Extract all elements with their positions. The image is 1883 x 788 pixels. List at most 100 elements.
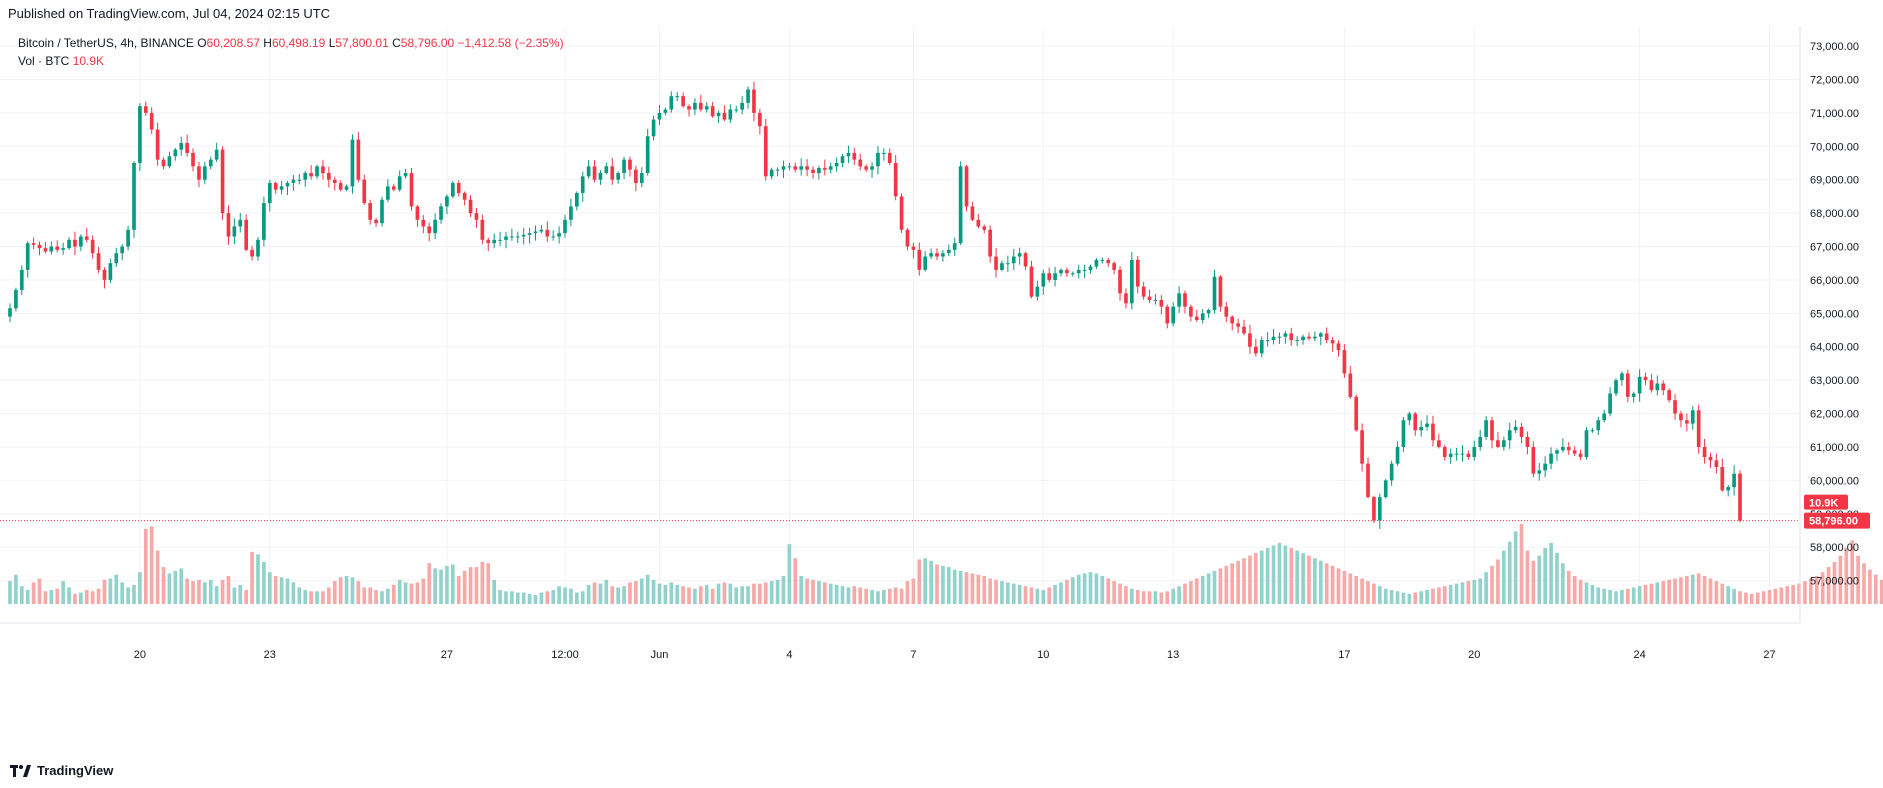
candle-body xyxy=(917,249,922,270)
volume-bar xyxy=(1254,553,1258,604)
legend-symbol[interactable]: Bitcoin / TetherUS, 4h, BINANCE xyxy=(18,36,194,50)
volume-bar xyxy=(25,590,30,604)
volume-bar xyxy=(138,572,142,604)
candle-body xyxy=(1407,413,1412,421)
volume-bar xyxy=(380,591,384,604)
candle xyxy=(315,164,319,179)
volume-bar xyxy=(539,592,544,604)
candle xyxy=(415,205,420,227)
volume-bar xyxy=(1342,570,1347,604)
candle xyxy=(1236,318,1240,334)
candle xyxy=(492,233,496,249)
candle xyxy=(1100,257,1105,264)
volume-bar xyxy=(356,581,361,604)
candle-body xyxy=(1236,323,1240,327)
candle-body xyxy=(1673,400,1677,414)
candle-body xyxy=(55,246,60,250)
last-volume-label: 10.9K xyxy=(1809,498,1838,510)
candle-body xyxy=(870,166,874,170)
y-tick-label: 62,000.00 xyxy=(1810,409,1859,421)
legend-volume-row: Vol · BTC 10.9K xyxy=(18,52,564,70)
candle xyxy=(563,214,567,238)
legend-volume-label[interactable]: Vol · BTC xyxy=(18,54,70,68)
candle xyxy=(203,161,207,185)
candle-body xyxy=(899,196,904,230)
candle-body xyxy=(1679,413,1683,421)
candle xyxy=(846,145,851,164)
volume-bar xyxy=(1336,568,1341,604)
volume-bar xyxy=(952,569,957,604)
candle xyxy=(409,168,414,211)
candle-body xyxy=(905,229,910,247)
volume-bar xyxy=(120,582,125,604)
candle-body xyxy=(675,96,680,98)
volume-bar xyxy=(1295,550,1299,604)
volume-bar xyxy=(1177,586,1181,604)
candle-body xyxy=(344,186,349,190)
candle-body xyxy=(415,206,420,220)
candle-body xyxy=(1360,430,1364,464)
candle xyxy=(185,134,189,157)
volume-bar xyxy=(179,568,184,604)
candle-body xyxy=(941,253,945,257)
candle xyxy=(1649,374,1654,393)
candle-body xyxy=(1448,453,1453,457)
candle-body xyxy=(527,233,532,235)
candle-body xyxy=(1177,293,1181,307)
candle xyxy=(657,104,662,126)
volume-bar xyxy=(403,582,408,604)
volume-bar xyxy=(1372,583,1376,604)
volume-bar xyxy=(486,563,491,604)
candle xyxy=(309,165,313,180)
volume-bar xyxy=(338,577,343,604)
candle-body xyxy=(1218,276,1223,307)
candle-body xyxy=(250,249,254,257)
candle xyxy=(639,167,644,188)
volume-bar xyxy=(1070,577,1075,604)
volume-bar xyxy=(197,579,201,604)
volume-bar xyxy=(1413,592,1418,604)
volume-bar xyxy=(657,583,662,604)
volume-bar xyxy=(752,583,756,604)
candle-body xyxy=(1324,333,1329,341)
candle xyxy=(403,168,408,179)
footer-brand[interactable]: TradingView xyxy=(10,763,113,778)
volume-bar xyxy=(734,587,739,604)
candle-body xyxy=(1130,259,1134,304)
candle-body xyxy=(1614,380,1618,394)
x-tick-label: 17 xyxy=(1338,649,1350,661)
volume-bar xyxy=(858,587,863,604)
volume-bar xyxy=(592,582,597,604)
volume-bar xyxy=(1519,523,1524,604)
volume-bar xyxy=(1307,555,1311,604)
candle xyxy=(49,241,54,255)
candle xyxy=(37,241,42,256)
candle-body xyxy=(1354,396,1359,431)
candle-body xyxy=(681,96,685,107)
volume-bar xyxy=(1814,576,1819,604)
candle xyxy=(1702,438,1707,464)
price-chart-svg[interactable]: 73,000.00 72,000.00 71,000.00 70,000.00 69,0… xyxy=(0,26,1883,758)
candle-body xyxy=(1425,423,1429,427)
volume-bar xyxy=(244,590,249,604)
volume-bar xyxy=(43,591,48,604)
volume-bar xyxy=(1555,553,1559,604)
candle-body xyxy=(988,229,992,257)
candle-body xyxy=(1135,259,1140,287)
chart-panel[interactable]: 73,000.00 72,000.00 71,000.00 70,000.00 69,0… xyxy=(0,26,1883,758)
candle-body xyxy=(1295,340,1299,342)
candle-body xyxy=(580,176,585,194)
candle-body xyxy=(521,234,526,237)
volume-bar xyxy=(1614,591,1618,604)
candle-body xyxy=(262,203,266,240)
candle xyxy=(173,147,178,161)
candle-body xyxy=(309,173,313,177)
candle-body xyxy=(958,166,963,244)
volume-bar xyxy=(1265,548,1270,604)
candle xyxy=(1555,448,1559,461)
candle xyxy=(1106,257,1111,267)
candle-body xyxy=(734,109,739,111)
candle-body xyxy=(1100,259,1105,261)
candle xyxy=(1183,290,1187,314)
candle xyxy=(1307,332,1311,341)
